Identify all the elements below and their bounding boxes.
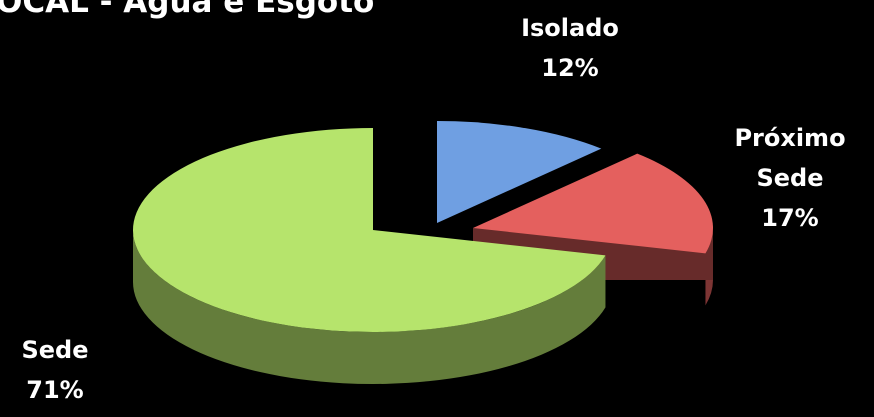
slice-label: Próximo Sede 17% (720, 118, 860, 238)
slice-label: Sede 71% (0, 330, 110, 410)
chart-title: OCAL - Água e Esgoto (0, 0, 375, 20)
value-label: 12% (541, 54, 599, 82)
value-label: 17% (761, 204, 819, 232)
slice (437, 121, 602, 223)
value-label: 71% (26, 376, 84, 404)
slice-side (133, 230, 606, 385)
slice (473, 153, 714, 254)
slice-label: Isolado 12% (500, 8, 640, 88)
slice (133, 128, 606, 332)
category-name: Sede (21, 336, 89, 364)
category-name: Isolado (521, 14, 619, 42)
category-name: Próximo Sede (734, 124, 846, 192)
